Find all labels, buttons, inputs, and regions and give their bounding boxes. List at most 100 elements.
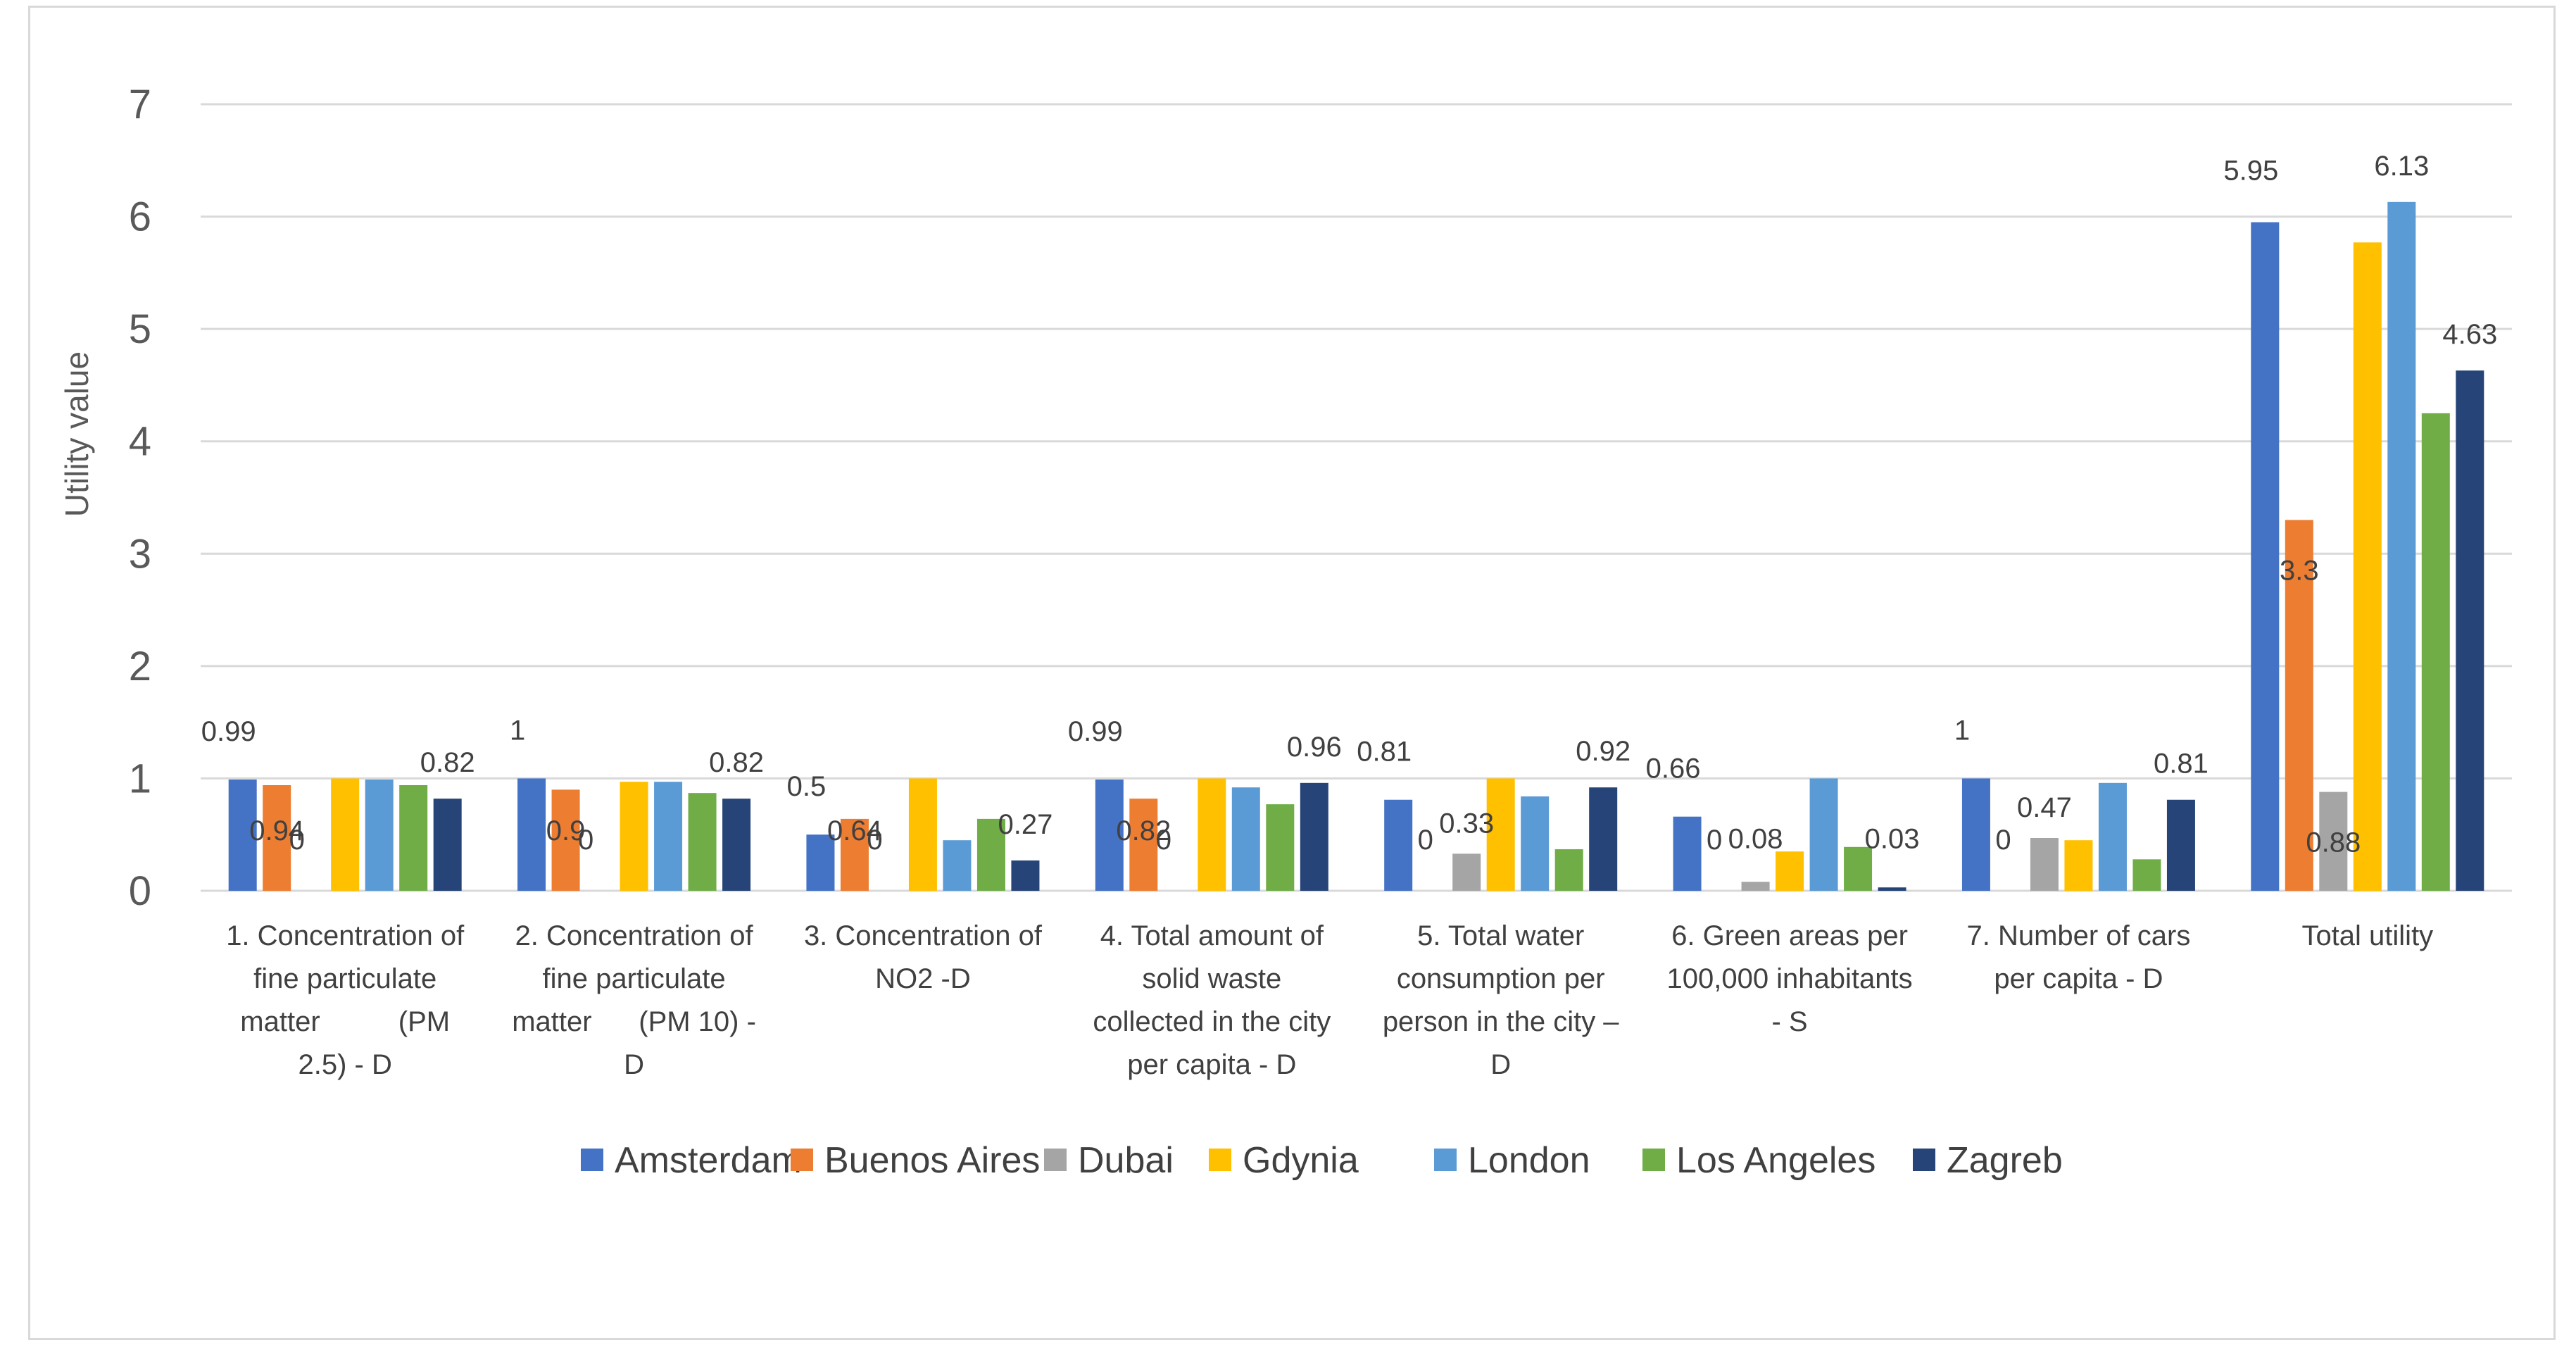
data-label: 1 <box>510 715 525 746</box>
bar-los-angeles <box>2421 413 2450 891</box>
bar-zagreb <box>2166 799 2195 891</box>
bar-amsterdam <box>1961 778 1990 891</box>
legend-label: London <box>1468 1140 1590 1181</box>
data-label: 0.47 <box>2017 792 2072 823</box>
data-label: 0 <box>1418 825 1433 856</box>
category-label: 2.5) - D <box>299 1049 392 1080</box>
data-label: 0 <box>1156 825 1171 856</box>
bar-los-angeles <box>2132 859 2161 891</box>
data-label: 0.27 <box>998 809 1053 840</box>
data-label: 0.82 <box>1116 815 1171 846</box>
category-label: matter (PM 10) - <box>512 1006 756 1037</box>
bar-gdynia <box>908 778 937 891</box>
legend-label: Buenos Aires <box>824 1140 1040 1181</box>
bar-london <box>654 782 683 891</box>
bar-dubai <box>2030 838 2059 891</box>
data-label: 1 <box>1954 715 1970 746</box>
data-label: 0.03 <box>1865 823 1920 854</box>
legend-label: Dubai <box>1078 1140 1174 1181</box>
data-label: 0.94 <box>249 815 304 846</box>
data-label: 0.82 <box>420 747 475 778</box>
bar-amsterdam <box>806 834 835 891</box>
category-label: person in the city – <box>1383 1006 1619 1037</box>
data-label: 0 <box>1995 825 2011 856</box>
bar-gdynia <box>1486 778 1515 891</box>
legend-swatch <box>1044 1149 1067 1171</box>
category-label: 1. Concentration of <box>226 920 465 951</box>
bar-dubai <box>2319 792 2348 891</box>
bar-london <box>365 780 394 891</box>
data-label: 6.13 <box>2374 151 2429 182</box>
category-label: 5. Total water <box>1417 920 1584 951</box>
bar-london <box>1809 778 1838 891</box>
bar-london <box>943 840 972 891</box>
data-label: 0.96 <box>1287 732 1342 763</box>
data-label: 0.66 <box>1646 753 1701 784</box>
bar-buenos-aires <box>551 789 580 891</box>
category-label: 7. Number of cars <box>1966 920 2190 951</box>
data-label: 0.64 <box>827 815 882 846</box>
y-tick-label: 5 <box>129 306 151 352</box>
bar-dubai <box>1741 882 1770 891</box>
y-tick-label: 0 <box>129 868 151 914</box>
bar-gdynia <box>1776 851 1804 891</box>
y-tick-label: 4 <box>129 419 151 465</box>
data-label: 0.81 <box>2154 749 2209 780</box>
y-tick-label: 1 <box>129 756 151 801</box>
bar-zagreb <box>1589 787 1618 891</box>
category-label: collected in the city <box>1093 1006 1331 1037</box>
bar-los-angeles <box>399 785 428 891</box>
category-label: fine particulate <box>253 963 436 994</box>
data-label: 0 <box>867 825 882 856</box>
bar-london <box>2387 201 2416 891</box>
data-label: 0 <box>578 825 593 856</box>
bar-amsterdam <box>1095 780 1124 891</box>
bar-buenos-aires <box>840 818 869 891</box>
legend-label: Amsterdam <box>615 1140 802 1181</box>
data-label: 0.08 <box>1728 823 1783 854</box>
bar-zagreb <box>1011 860 1040 891</box>
bar-gdynia <box>2353 242 2382 891</box>
legend-swatch <box>1913 1149 1935 1171</box>
legend-swatch <box>1642 1149 1665 1171</box>
data-label: 0.9 <box>546 815 586 846</box>
legend-swatch <box>1209 1149 1231 1171</box>
data-label: 0.5 <box>787 771 827 802</box>
category-label: 6. Green areas per <box>1671 920 1908 951</box>
bar-zagreb <box>1300 782 1328 891</box>
category-label: fine particulate <box>542 963 725 994</box>
bar-buenos-aires <box>263 785 291 891</box>
data-label: 0 <box>1707 825 1722 856</box>
category-label: 100,000 inhabitants <box>1666 963 1912 994</box>
legend-label: Zagreb <box>1947 1140 2063 1181</box>
y-tick-label: 3 <box>129 531 151 577</box>
bar-london <box>1231 787 1260 891</box>
bar-los-angeles <box>1554 849 1583 891</box>
data-label: 3.3 <box>2280 555 2319 586</box>
data-label: 0.88 <box>2306 827 2361 858</box>
category-label: 2. Concentration of <box>515 920 754 951</box>
bar-amsterdam <box>1384 799 1413 891</box>
category-label: NO2 -D <box>875 963 971 994</box>
legend-label: Los Angeles <box>1676 1140 1876 1181</box>
y-tick-label: 7 <box>129 82 151 127</box>
bar-gdynia <box>620 782 648 891</box>
bar-gdynia <box>2064 840 2093 891</box>
y-axis-title: Utility value <box>58 351 95 517</box>
bar-dubai <box>1452 853 1481 891</box>
category-label: D <box>624 1049 644 1080</box>
data-label: 0.82 <box>709 747 764 778</box>
category-label: - S <box>1772 1006 1808 1037</box>
bar-gdynia <box>331 778 360 891</box>
data-label: 4.63 <box>2442 319 2497 350</box>
bar-london <box>1521 796 1550 891</box>
category-label: D <box>1490 1049 1511 1080</box>
bar-buenos-aires <box>2285 520 2313 891</box>
bar-london <box>2098 782 2127 891</box>
bar-zagreb <box>433 799 462 891</box>
category-label: solid waste <box>1142 963 1281 994</box>
data-label: 0.92 <box>1576 736 1631 767</box>
bar-amsterdam <box>517 778 546 891</box>
chart-frame <box>28 6 2556 1340</box>
